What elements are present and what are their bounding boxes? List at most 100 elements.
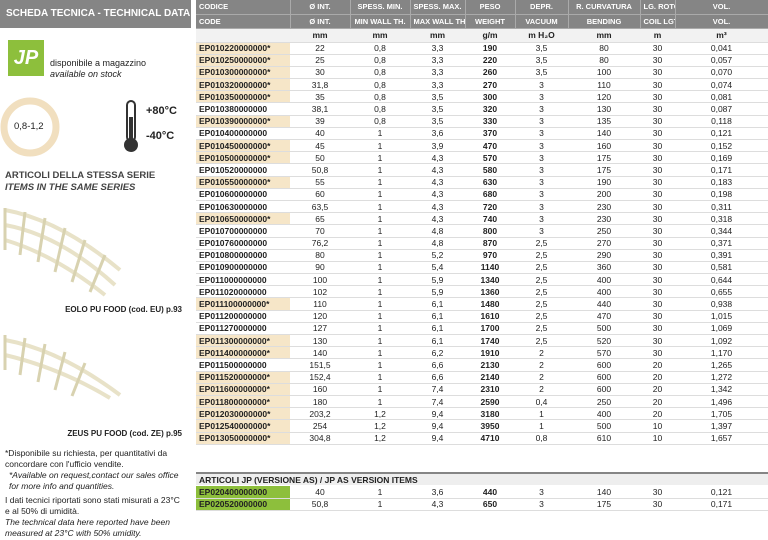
data-cell: 1 xyxy=(350,200,410,214)
data-cell: EP011400000000* xyxy=(196,346,290,360)
data-cell: 500 xyxy=(568,419,640,433)
data-cell: 0,081 xyxy=(675,90,768,104)
data-cell: EP011600000000* xyxy=(196,383,290,396)
data-cell: 720 xyxy=(465,200,515,214)
data-cell: EP010500000000* xyxy=(196,151,290,165)
header-cell: mm xyxy=(568,28,640,43)
data-cell: 0,4 xyxy=(515,395,568,409)
data-cell: 1,2 xyxy=(350,407,410,421)
data-table: CODICE Ø INT. SPESS. MIN. SPESS. MAX. PESO DE… xyxy=(196,0,768,445)
data-cell: 1 xyxy=(515,407,568,421)
data-cell: 30 xyxy=(640,285,675,299)
data-cell: 30 xyxy=(640,90,675,104)
data-cell: 0,8 xyxy=(350,42,410,55)
data-cell: 30 xyxy=(640,334,675,348)
data-cell: 1,342 xyxy=(675,383,768,396)
header-cell: m H₂O xyxy=(515,28,568,43)
data-cell: 3 xyxy=(515,163,568,177)
data-row: EP011100000000* 110 1 6,1 1480 2,5 440 30 0,938 xyxy=(196,297,768,311)
series-item: ZEUS PU FOOD (cod. ZE) p.95 xyxy=(67,429,182,438)
data-cell: 30 xyxy=(640,102,675,116)
data-cell: 2,5 xyxy=(515,261,568,275)
data-cell: 1 xyxy=(515,419,568,433)
data-cell: 22 xyxy=(290,42,350,55)
data-row: EP010450000000* 45 1 3,9 470 3 160 30 0,152 xyxy=(196,139,768,153)
data-cell: 1,397 xyxy=(675,419,768,433)
data-cell: 1480 xyxy=(465,297,515,311)
data-row: EP010320000000* 31,8 0,8 3,3 270 3 110 30 0,074 xyxy=(196,78,768,92)
data-cell: 1 xyxy=(350,498,410,511)
data-cell: 30 xyxy=(640,486,675,499)
data-row: EP011520000000* 152,4 1 6,6 2140 2 600 20 1,272 xyxy=(196,371,768,384)
data-row: EP010760000000 76,2 1 4,8 870 2,5 270 30 0,371 xyxy=(196,237,768,250)
data-cell: 50,8 xyxy=(290,163,350,177)
data-cell: 140 xyxy=(568,486,640,499)
data-cell: 2,5 xyxy=(515,249,568,262)
data-row: EP011020000000 102 1 5,9 1360 2,5 400 30 0,655 xyxy=(196,285,768,299)
stock-it: disponibile a magazzino xyxy=(50,58,147,68)
header-cell: mm xyxy=(410,28,465,43)
header-row: CODICE Ø INT. SPESS. MIN. SPESS. MAX. PESO DE… xyxy=(196,0,768,15)
data-cell: 290 xyxy=(568,249,640,262)
data-cell: 2,5 xyxy=(515,237,568,250)
data-cell: 30 xyxy=(640,310,675,323)
data-cell: 1,705 xyxy=(675,407,768,421)
data-cell: 580 xyxy=(465,163,515,177)
data-cell: EP011270000000 xyxy=(196,322,290,336)
data-cell: 1,272 xyxy=(675,371,768,384)
data-cell: 45 xyxy=(290,139,350,153)
data-cell: 3,5 xyxy=(410,115,465,128)
data-cell: EP011520000000* xyxy=(196,371,290,384)
data-cell: 110 xyxy=(568,78,640,92)
data-cell: 4,3 xyxy=(410,212,465,226)
data-cell: EP011500000000 xyxy=(196,358,290,372)
thermometer-bulb xyxy=(124,138,138,152)
header-cell: Ø INT. xyxy=(290,0,351,15)
data-cell: EP020520000000 xyxy=(196,498,290,511)
data-row: EP010300000000* 30 0,8 3,3 260 3,5 100 30 0,070 xyxy=(196,66,768,80)
data-cell: 440 xyxy=(568,297,640,311)
data-cell: 160 xyxy=(568,139,640,153)
data-cell: 30 xyxy=(640,249,675,262)
data-cell: 600 xyxy=(568,383,640,396)
data-cell: 500 xyxy=(568,322,640,336)
data-cell: 3,3 xyxy=(410,66,465,80)
data-cell: 370 xyxy=(465,127,515,141)
data-cell: 1 xyxy=(350,322,410,336)
data-cell: 40 xyxy=(290,486,350,499)
data-cell: 2 xyxy=(515,383,568,396)
data-cell: 9,4 xyxy=(410,419,465,433)
data-cell: 1 xyxy=(350,163,410,177)
wall-ring xyxy=(0,97,60,157)
data-cell: 2 xyxy=(515,358,568,372)
data-cell: 2 xyxy=(515,346,568,360)
stock-en: available on stock xyxy=(50,69,122,79)
note: The technical data here reported have be… xyxy=(5,517,170,538)
data-cell: EP010390000000* xyxy=(196,115,290,128)
data-cell: 260 xyxy=(465,66,515,80)
data-cell: 0,074 xyxy=(675,78,768,92)
data-cell: 20 xyxy=(640,358,675,372)
data-cell: 4,3 xyxy=(410,151,465,165)
data-cell: 570 xyxy=(465,151,515,165)
data-cell: EP010600000000 xyxy=(196,188,290,201)
data-cell: EP011300000000* xyxy=(196,334,290,348)
data-cell: 30 xyxy=(640,188,675,201)
data-cell: 570 xyxy=(568,346,640,360)
data-cell: 0,318 xyxy=(675,212,768,226)
data-cell: 1,265 xyxy=(675,358,768,372)
data-cell: 610 xyxy=(568,432,640,445)
data-cell: EP020400000000 xyxy=(196,486,290,499)
data-cell: 90 xyxy=(290,261,350,275)
data-cell: 2590 xyxy=(465,395,515,409)
data-cell: 630 xyxy=(465,176,515,189)
data-cell: 330 xyxy=(465,115,515,128)
data-cell: 2,5 xyxy=(515,322,568,336)
data-cell: 0,171 xyxy=(675,163,768,177)
data-cell: EP012540000000* xyxy=(196,419,290,433)
data-cell: 270 xyxy=(568,237,640,250)
data-cell: EP010800000000 xyxy=(196,249,290,262)
data-cell: 680 xyxy=(465,188,515,201)
data-cell: 1 xyxy=(350,249,410,262)
